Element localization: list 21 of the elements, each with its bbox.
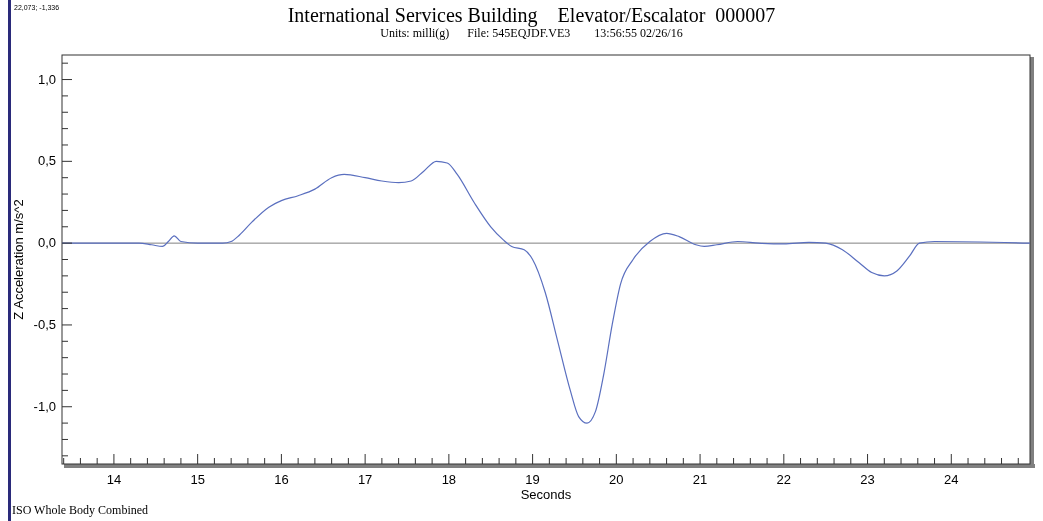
y-axis-title: Z Acceleration m/s^2 bbox=[11, 199, 26, 320]
x-tick-label: 15 bbox=[190, 472, 205, 487]
x-tick-label: 17 bbox=[357, 472, 373, 487]
y-tick-label: -1,0 bbox=[33, 398, 56, 414]
x-tick-label: 21 bbox=[692, 472, 708, 487]
chart-title: International Services Building Elevator/Escalator 000007 bbox=[287, 4, 776, 27]
x-tick-label: 18 bbox=[441, 472, 457, 487]
x-tick-label: 19 bbox=[525, 472, 540, 487]
x-tick-label: 24 bbox=[944, 472, 959, 487]
chart-subtitle: Units: milli(g) File: 545EQJDF.VE3 13:56:55 02/26/16 bbox=[380, 26, 683, 40]
y-tick-label: 1,0 bbox=[37, 71, 56, 87]
x-tick-label: 23 bbox=[860, 472, 875, 487]
x-tick-label: 20 bbox=[609, 472, 624, 487]
y-tick-label: 0,0 bbox=[37, 235, 56, 251]
y-tick-label: 0,5 bbox=[37, 153, 56, 169]
x-tick-label: 16 bbox=[274, 472, 289, 487]
text: ISO Whole Body Combined bbox=[12, 503, 149, 517]
x-tick-label: 22 bbox=[776, 472, 792, 487]
y-tick-label: -0,5 bbox=[33, 316, 56, 332]
x-tick-label: 14 bbox=[106, 472, 122, 487]
x-axis-title: Seconds bbox=[520, 487, 572, 502]
